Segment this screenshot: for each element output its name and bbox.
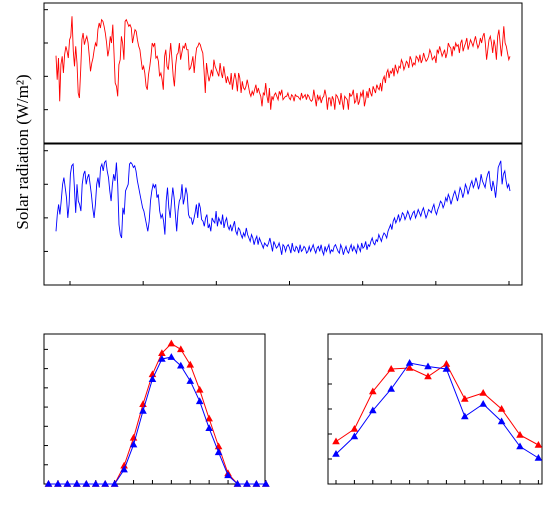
data-marker — [534, 454, 543, 461]
data-marker — [369, 387, 377, 395]
series-line — [55, 16, 511, 110]
data-marker — [497, 417, 506, 425]
data-marker — [442, 360, 451, 367]
data-marker — [516, 431, 524, 438]
plot-frame — [43, 2, 523, 144]
data-marker — [233, 480, 242, 487]
data-marker — [158, 355, 166, 362]
data-marker — [387, 385, 395, 392]
data-marker — [461, 395, 469, 402]
data-marker — [387, 365, 395, 372]
data-marker — [177, 361, 185, 369]
data-marker — [158, 349, 166, 357]
data-marker — [262, 480, 270, 487]
data-marker — [332, 437, 340, 445]
data-marker — [405, 364, 414, 371]
data-marker — [148, 375, 157, 382]
data-marker — [167, 339, 176, 347]
data-marker — [252, 480, 261, 487]
series-line — [48, 342, 266, 485]
data-marker — [73, 480, 81, 487]
data-marker — [479, 389, 487, 396]
data-marker — [44, 480, 53, 487]
data-marker — [195, 397, 204, 405]
plot-frame — [327, 333, 543, 485]
chart-panel-c — [43, 333, 270, 487]
data-marker — [442, 365, 451, 372]
data-marker — [516, 442, 524, 450]
data-marker — [205, 424, 213, 432]
data-marker — [186, 377, 195, 384]
series-line — [335, 362, 539, 459]
data-marker — [350, 425, 359, 432]
data-marker — [224, 471, 232, 479]
data-marker — [91, 480, 100, 487]
data-marker — [424, 362, 432, 370]
data-marker — [54, 480, 62, 487]
chart-panel-b — [43, 143, 523, 286]
data-marker — [424, 372, 432, 380]
data-marker — [479, 400, 487, 407]
data-marker — [195, 385, 204, 393]
data-marker — [120, 461, 128, 469]
series-line — [335, 363, 539, 446]
data-marker — [186, 360, 195, 368]
chart-panel-d — [327, 333, 543, 485]
data-marker — [120, 465, 128, 473]
data-marker — [101, 480, 109, 487]
series-line — [55, 159, 511, 257]
series-line — [48, 356, 266, 485]
data-marker — [332, 450, 340, 457]
data-marker — [497, 405, 506, 412]
data-marker — [534, 441, 543, 448]
data-marker — [205, 414, 213, 422]
plot-frame — [43, 333, 266, 485]
data-marker — [214, 448, 223, 456]
plot-frame — [43, 143, 523, 286]
data-marker — [82, 480, 91, 487]
data-marker — [350, 432, 359, 440]
chart-panel-a — [43, 2, 523, 144]
data-marker — [369, 406, 377, 414]
y-axis-label-top: Solar radiation (W/m²) — [13, 74, 32, 229]
x-axis-dates — [69, 281, 510, 285]
data-marker — [243, 480, 251, 487]
data-marker — [129, 440, 138, 448]
data-marker — [177, 345, 185, 353]
data-marker — [139, 406, 147, 414]
data-marker — [461, 412, 469, 420]
data-marker — [405, 359, 414, 366]
data-marker — [167, 353, 176, 360]
data-marker — [63, 480, 72, 487]
data-marker — [110, 480, 119, 487]
